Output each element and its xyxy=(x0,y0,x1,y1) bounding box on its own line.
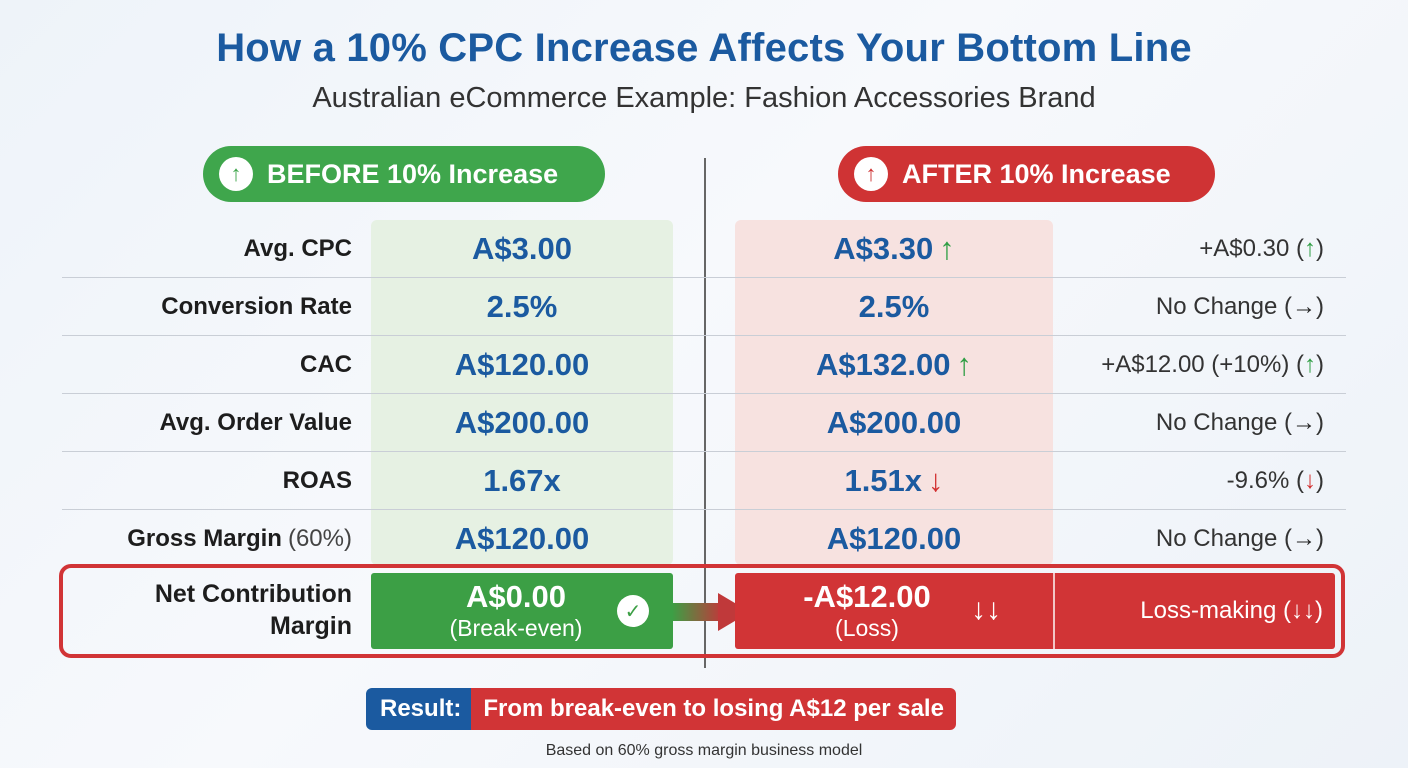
arrow-up-icon: ↑ xyxy=(1304,351,1316,378)
arrow-down-icon: ↓ xyxy=(928,463,944,498)
after-value: A$200.00 xyxy=(826,405,962,440)
row-label: Avg. Order Value xyxy=(159,409,352,436)
after-value: A$3.30 xyxy=(833,231,934,266)
row-label: Avg. CPC xyxy=(243,235,352,262)
row-separator xyxy=(62,451,1346,452)
arrow-down-icon: ↓ xyxy=(1304,467,1316,494)
change-text: +A$12.00 (+10%) ( xyxy=(1101,351,1304,378)
change-cell: -9.6% (↓) xyxy=(1227,452,1324,510)
after-header-label: AFTER 10% Increase xyxy=(902,158,1171,189)
arrow-up-circle-icon: ↑ xyxy=(854,157,888,191)
before-header-label: BEFORE 10% Increase xyxy=(267,158,559,189)
table-row: Gross Margin (60%) A$120.00 A$120.00 No C… xyxy=(62,510,1346,568)
net-contribution-frame xyxy=(59,564,1345,658)
after-value-cell: A$3.30 ↑ xyxy=(735,220,1053,278)
check-circle-icon: ✓ xyxy=(617,595,649,627)
net-label-line2: Margin xyxy=(270,612,352,640)
after-header-pill: ↑ AFTER 10% Increase xyxy=(838,146,1215,202)
change-text-end: ) xyxy=(1316,293,1324,320)
row-label: CAC xyxy=(300,351,352,378)
arrow-right-icon: → xyxy=(1292,293,1316,320)
arrow-right-icon: → xyxy=(1292,525,1316,552)
row-separator xyxy=(62,335,1346,336)
row-separator xyxy=(62,393,1346,394)
row-label: Gross Margin (60%) xyxy=(127,510,352,568)
before-value: A$200.00 xyxy=(454,405,590,440)
footnote: Based on 60% gross margin business model xyxy=(545,742,863,759)
net-after-value: -A$12.00 xyxy=(803,579,931,614)
row-label-note: (60%) xyxy=(287,525,352,552)
table-row: Avg. CPC A$3.00 A$3.30 ↑ +A$0.30 (↑) xyxy=(62,220,1346,278)
result-label: Result: xyxy=(366,688,472,730)
change-text: No Change ( xyxy=(1155,525,1292,552)
change-text-end: ) xyxy=(1316,351,1324,378)
page-title: How a 10% CPC Increase Affects Your Bott… xyxy=(216,26,1192,70)
after-value-cell: 2.5% xyxy=(735,278,1053,336)
arrow-right-icon: → xyxy=(1292,409,1316,436)
row-separator xyxy=(62,277,1346,278)
arrow-up-circle-icon: ↑ xyxy=(219,157,253,191)
change-text-end: ) xyxy=(1316,235,1324,262)
after-value-cell: 1.51x ↓ xyxy=(735,452,1053,510)
after-value: 1.51x xyxy=(844,463,923,498)
after-value-cell: A$132.00 ↑ xyxy=(735,336,1053,394)
change-cell: +A$12.00 (+10%) (↑) xyxy=(1101,336,1324,394)
double-arrow-down-icon: ↓↓ xyxy=(971,593,1001,626)
change-cell: No Change (→) xyxy=(1156,394,1324,452)
arrow-up-icon: ↑ xyxy=(956,347,972,382)
change-text: No Change ( xyxy=(1155,293,1292,320)
arrow-up-icon: ↑ xyxy=(939,231,955,266)
net-after-separator xyxy=(1053,573,1055,649)
arrow-up-icon: ↑ xyxy=(1304,235,1316,262)
net-before-note: (Break-even) xyxy=(449,615,583,641)
after-value-cell: A$200.00 xyxy=(735,394,1053,452)
change-cell: No Change (→) xyxy=(1156,278,1324,336)
change-text-end: ) xyxy=(1316,525,1324,552)
change-text-end: ) xyxy=(1316,409,1324,436)
loss-status: Loss-making (↓↓) xyxy=(1140,597,1323,624)
net-before-value: A$0.00 xyxy=(466,579,566,614)
result-text: From break-even to losing A$12 per sale xyxy=(471,688,956,730)
row-label: Conversion Rate xyxy=(161,293,352,320)
before-header-pill: ↑ BEFORE 10% Increase xyxy=(203,146,605,202)
result-banner: Result: From break-even to losing A$12 p… xyxy=(366,688,956,730)
change-text-end: ) xyxy=(1316,467,1324,494)
table-row: CAC A$120.00 A$132.00 ↑ +A$12.00 (+10%) … xyxy=(62,336,1346,394)
net-before-box: A$0.00 (Break-even) ✓ xyxy=(371,573,673,649)
net-label-line1: Net Contribution xyxy=(154,580,352,608)
after-value: A$132.00 xyxy=(816,347,951,382)
change-text: +A$0.30 ( xyxy=(1199,235,1304,262)
change-text: -9.6% ( xyxy=(1226,467,1304,494)
page-subtitle: Australian eCommerce Example: Fashion Ac… xyxy=(312,82,1096,114)
row-separator xyxy=(62,509,1346,510)
table-row: Avg. Order Value A$200.00 A$200.00 No Ch… xyxy=(62,394,1346,452)
before-value: A$120.00 xyxy=(454,521,590,556)
table-row: Conversion Rate 2.5% 2.5% No Change (→) xyxy=(62,278,1346,336)
change-text: No Change ( xyxy=(1155,409,1292,436)
row-label-text: Gross Margin xyxy=(127,525,282,552)
net-after-box: -A$12.00 (Loss) ↓↓ Loss-making (↓↓) xyxy=(735,573,1335,649)
table-row: ROAS 1.67x 1.51x ↓ -9.6% (↓) xyxy=(62,452,1346,510)
net-after-note: (Loss) xyxy=(835,615,899,641)
before-value: 2.5% xyxy=(486,289,558,324)
net-contribution-label: Net Contribution Margin xyxy=(155,578,352,642)
row-label: ROAS xyxy=(282,467,352,494)
column-divider xyxy=(704,158,706,668)
before-value: A$120.00 xyxy=(454,347,590,382)
after-value-cell: A$120.00 xyxy=(735,510,1053,568)
after-value: 2.5% xyxy=(858,289,930,324)
change-cell: +A$0.30 (↑) xyxy=(1199,220,1324,278)
change-cell: No Change (→) xyxy=(1156,510,1324,568)
transition-arrow-icon xyxy=(672,593,750,631)
before-value: 1.67x xyxy=(483,463,561,498)
before-value: A$3.00 xyxy=(472,231,572,266)
after-value: A$120.00 xyxy=(826,521,962,556)
